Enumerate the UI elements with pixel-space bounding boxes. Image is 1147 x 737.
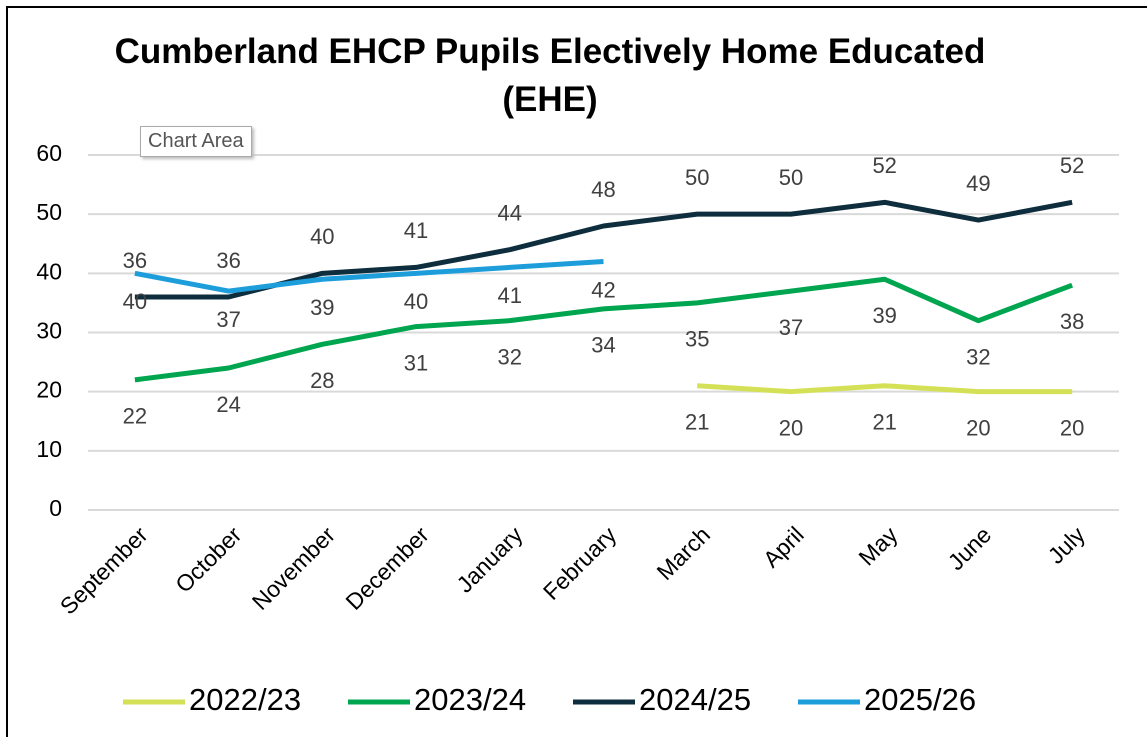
data-label: 34 xyxy=(591,333,615,358)
x-tick-label: February xyxy=(538,521,622,605)
y-tick-label: 0 xyxy=(49,495,62,521)
data-label: 52 xyxy=(872,153,896,178)
series-line xyxy=(134,259,604,294)
x-tick-label: December xyxy=(340,521,434,615)
legend-label: 2025/26 xyxy=(864,682,976,717)
y-tick-label: 60 xyxy=(36,140,62,166)
data-label: 35 xyxy=(685,327,709,352)
data-label: 37 xyxy=(216,307,240,332)
x-tick-label: November xyxy=(247,521,341,615)
data-label: 50 xyxy=(685,165,709,190)
x-tick-label: May xyxy=(853,521,902,570)
chart-title: Cumberland EHCP Pupils Electively Home E… xyxy=(114,32,986,119)
data-label: 42 xyxy=(591,277,615,302)
data-label: 28 xyxy=(310,368,334,393)
data-label: 20 xyxy=(779,415,803,440)
data-label: 20 xyxy=(1060,415,1084,440)
data-label: 41 xyxy=(498,283,522,308)
y-tick-label: 10 xyxy=(36,436,62,462)
legend-label: 2022/23 xyxy=(189,682,301,717)
data-label: 41 xyxy=(404,218,428,243)
series-line xyxy=(134,276,1074,383)
data-label: 21 xyxy=(685,410,709,435)
series-line xyxy=(697,383,1073,395)
data-label: 39 xyxy=(872,303,896,328)
data-label: 38 xyxy=(1060,309,1084,334)
tooltip: Chart Area xyxy=(140,126,252,157)
legend-label: 2024/25 xyxy=(639,682,751,717)
data-label: 50 xyxy=(779,165,803,190)
x-tick-label: July xyxy=(1043,521,1091,569)
y-tick-label: 30 xyxy=(36,318,62,344)
data-label: 24 xyxy=(216,392,240,417)
x-tick-label: March xyxy=(651,521,715,585)
x-tick-label: June xyxy=(943,521,997,575)
data-label: 49 xyxy=(966,171,990,196)
x-tick-label: October xyxy=(170,521,246,597)
data-label: 37 xyxy=(779,315,803,340)
data-label: 31 xyxy=(404,350,428,375)
data-label: 32 xyxy=(966,344,990,369)
y-tick-label: 20 xyxy=(36,377,62,403)
data-label: 39 xyxy=(310,295,334,320)
data-label: 36 xyxy=(123,248,147,273)
legend-label: 2023/24 xyxy=(414,682,526,717)
data-label: 20 xyxy=(966,415,990,440)
data-label: 40 xyxy=(404,289,428,314)
data-label: 48 xyxy=(591,177,615,202)
data-label: 36 xyxy=(216,248,240,273)
x-tick-label: April xyxy=(758,521,809,572)
data-label: 44 xyxy=(498,200,522,225)
data-label: 32 xyxy=(498,344,522,369)
data-label: 22 xyxy=(123,404,147,429)
x-tick-label: September xyxy=(55,521,153,619)
data-label: 40 xyxy=(123,289,147,314)
x-tick-label: January xyxy=(451,521,528,598)
data-label: 40 xyxy=(310,224,334,249)
y-tick-label: 40 xyxy=(36,258,62,284)
chart-border xyxy=(6,6,1147,737)
y-tick-label: 50 xyxy=(36,199,62,225)
data-label: 21 xyxy=(872,410,896,435)
data-label: 52 xyxy=(1060,153,1084,178)
